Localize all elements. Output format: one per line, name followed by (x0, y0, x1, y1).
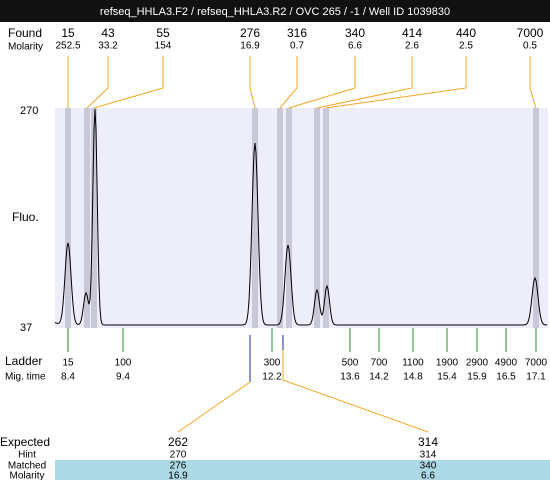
found-molarity: 6.6 (348, 41, 362, 52)
row-label: Molarity (9, 471, 44, 480)
hint: 314 (420, 450, 437, 461)
expected-connector (177, 381, 251, 433)
peak-band (533, 108, 539, 328)
expected-connector (282, 350, 429, 433)
ladder-label: Ladder (5, 354, 42, 368)
found-molarity: 0.7 (290, 41, 304, 52)
title-bar (0, 0, 550, 22)
expected-label: Expected (0, 435, 50, 449)
ladder-size: 700 (371, 358, 388, 369)
found-connector (86, 56, 109, 109)
found-molarity: 154 (155, 41, 172, 52)
matched: 340 (420, 461, 437, 472)
matched: 276 (170, 461, 187, 472)
peak-band (84, 108, 90, 328)
ladder-size: 15 (62, 358, 74, 369)
peak-band (314, 108, 320, 328)
found-molarity: 2.5 (459, 41, 473, 52)
molarity-label: Molarity (8, 42, 43, 53)
matched-highlight (55, 460, 550, 480)
found-size: 43 (101, 26, 115, 40)
row-label: Matched (8, 461, 46, 472)
mig-time: 12.2 (262, 372, 282, 383)
found-size: 7000 (517, 26, 544, 40)
found-molarity: 33.2 (98, 41, 118, 52)
found-size: 15 (61, 26, 75, 40)
hint: 270 (170, 450, 187, 461)
mig-time-label: Mig. time (5, 372, 46, 383)
found-connector (93, 56, 164, 109)
y-axis-label: Fluo. (12, 210, 39, 224)
expected-size: 262 (168, 435, 188, 449)
mig-time: 8.4 (61, 372, 75, 383)
peak-band (252, 108, 258, 328)
y-top-label: 270 (20, 105, 38, 117)
expected-size: 314 (418, 435, 438, 449)
ladder-size: 500 (342, 358, 359, 369)
found-molarity: 16.9 (240, 41, 260, 52)
found-connector (529, 56, 537, 109)
found-connector (279, 56, 298, 109)
found-connector (316, 56, 413, 109)
peak-band (91, 108, 97, 328)
peak-band (286, 108, 292, 328)
y-bottom-label: 37 (20, 322, 32, 334)
title: refseq_HHLA3.F2 / refseq_HHLA3.R2 / OVC … (100, 6, 450, 18)
ladder-size: 2900 (466, 358, 489, 369)
trace (54, 108, 548, 326)
mig-time: 14.2 (369, 372, 389, 383)
row-label: Hint (18, 450, 36, 461)
plot-area (55, 108, 548, 328)
mig-time: 13.6 (340, 372, 360, 383)
matched-molarity: 16.9 (168, 471, 188, 480)
found-connector (288, 56, 356, 109)
mig-time: 14.8 (403, 372, 423, 383)
found-size: 414 (402, 26, 422, 40)
found-connector (325, 56, 467, 109)
found-size: 340 (345, 26, 365, 40)
ladder-size: 7000 (525, 358, 548, 369)
mig-time: 15.4 (437, 372, 457, 383)
mig-time: 16.5 (496, 372, 516, 383)
matched-molarity: 6.6 (421, 471, 435, 480)
ladder-size: 300 (264, 358, 281, 369)
found-size: 276 (240, 26, 260, 40)
peak-band (323, 108, 329, 328)
peak-band (277, 108, 283, 328)
found-connector (249, 56, 256, 109)
peak-band (65, 108, 71, 328)
ladder-size: 1100 (402, 358, 424, 369)
found-molarity: 252.5 (55, 41, 80, 52)
mig-time: 9.4 (116, 372, 130, 383)
found-molarity: 2.6 (405, 41, 419, 52)
mig-time: 15.9 (467, 372, 487, 383)
found-molarity: 0.5 (523, 41, 537, 52)
ladder-size: 4900 (495, 358, 518, 369)
found-label: Found (8, 26, 42, 40)
found-size: 316 (287, 26, 307, 40)
ladder-size: 1900 (436, 358, 459, 369)
found-size: 55 (156, 26, 170, 40)
mig-time: 17.1 (526, 372, 546, 383)
ladder-size: 100 (115, 358, 132, 369)
found-size: 440 (456, 26, 476, 40)
